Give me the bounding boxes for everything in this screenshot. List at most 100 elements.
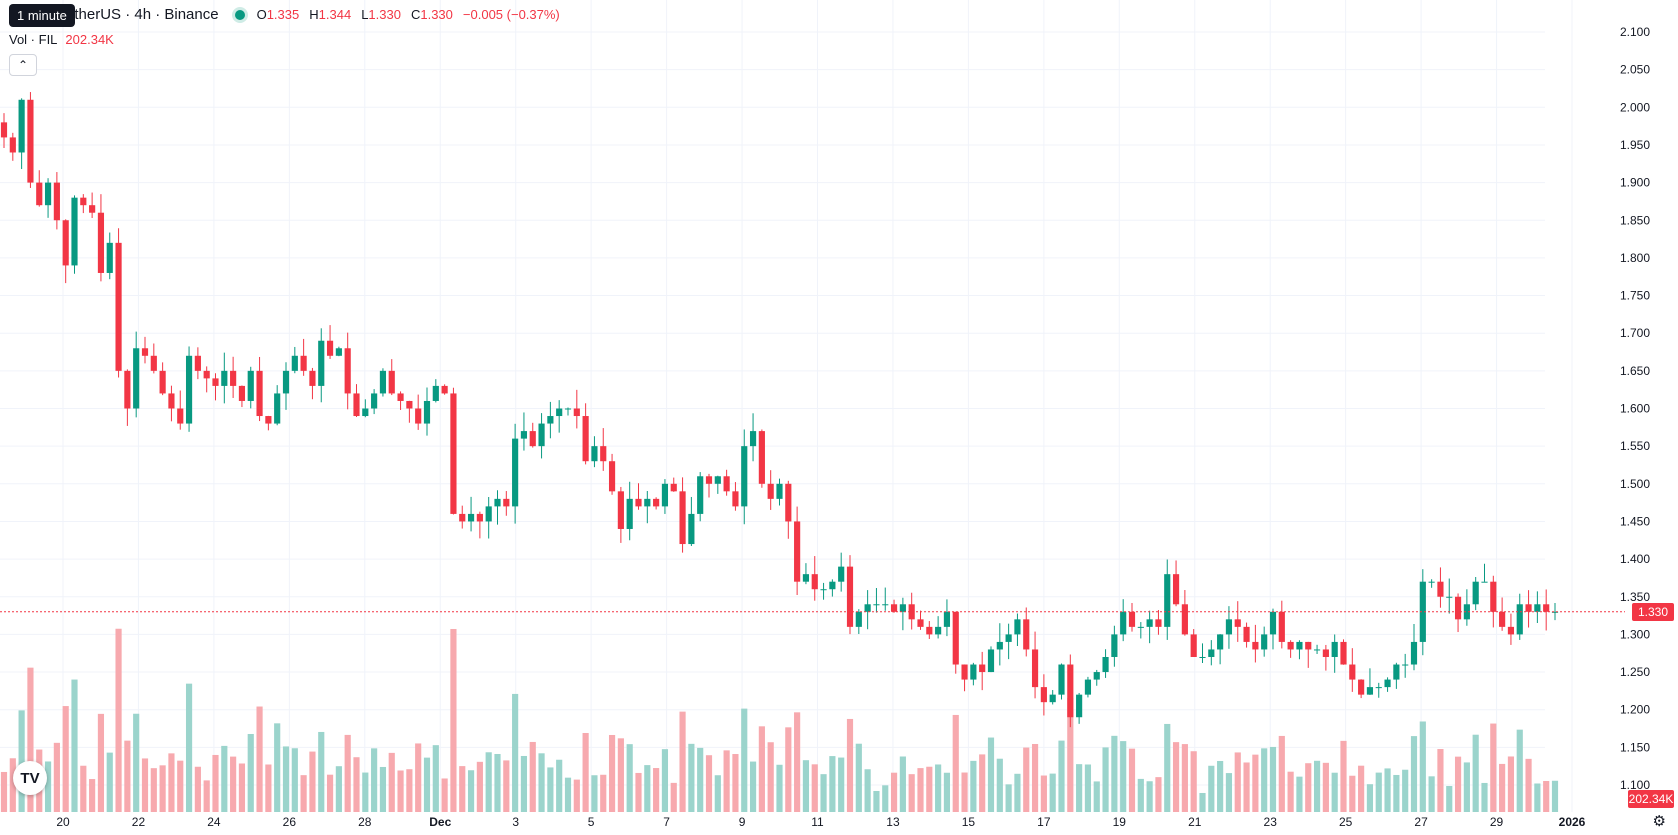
volume-bar xyxy=(1031,743,1039,812)
volume-bar xyxy=(291,748,298,812)
volume-bar xyxy=(1128,748,1136,812)
volume-bar xyxy=(644,765,651,812)
candle-body xyxy=(494,498,501,507)
volume-bar xyxy=(353,757,360,812)
candle-body xyxy=(1014,619,1021,635)
volume-bar xyxy=(115,628,122,812)
volume-bar xyxy=(1499,763,1506,812)
volume-label[interactable]: Vol · FIL xyxy=(9,32,58,47)
candle-body xyxy=(1067,664,1074,718)
volume-bar xyxy=(1252,754,1259,812)
volume-bar xyxy=(1199,792,1206,812)
volume-bar xyxy=(1481,782,1488,812)
volume-bar xyxy=(203,780,210,812)
candle-body xyxy=(1278,611,1285,642)
candle-body xyxy=(1137,626,1144,628)
candle-body xyxy=(1375,687,1382,689)
volume-bar xyxy=(653,768,660,812)
volume-bar xyxy=(1331,772,1338,812)
candle-body xyxy=(238,385,246,401)
volume-bar xyxy=(1454,756,1462,812)
volume-bar xyxy=(80,765,87,812)
volume-bar xyxy=(1014,773,1021,812)
volume-bar xyxy=(547,767,554,812)
candle-body xyxy=(1507,626,1515,635)
open-label: O xyxy=(256,7,267,22)
candle-body xyxy=(732,491,739,507)
volume-bar xyxy=(512,693,519,812)
volume-bar xyxy=(212,754,219,812)
candle-body xyxy=(899,604,906,612)
candle-body xyxy=(1481,581,1488,583)
candle-body xyxy=(1463,604,1470,620)
candle-body xyxy=(415,408,422,424)
chart-grid xyxy=(0,0,1573,812)
candle-body xyxy=(1164,574,1171,627)
candle-body xyxy=(300,355,307,371)
candle-body xyxy=(935,626,942,635)
candle-body xyxy=(1155,619,1162,627)
collapse-legend-button[interactable]: ⌃ xyxy=(9,54,37,76)
candle-body xyxy=(573,408,580,417)
candle-body xyxy=(705,476,713,484)
volume-bar xyxy=(679,711,686,812)
volume-bar xyxy=(1164,723,1171,812)
candle-body xyxy=(44,182,52,206)
volume-bar xyxy=(503,760,510,812)
time-tick: 11 xyxy=(811,815,824,829)
volume-bar xyxy=(917,768,924,812)
time-axis[interactable]: 20 22 24 26 28 Dec 3 5 7 9 11 13 15 17 19 21 23 25 27 29 202… xyxy=(56,815,1585,829)
volume-bar xyxy=(600,774,607,812)
candle-body xyxy=(1402,664,1409,666)
volume-bar xyxy=(265,764,272,812)
volume-bar xyxy=(309,751,316,812)
candle-body xyxy=(150,355,157,371)
volume-bar xyxy=(1243,762,1250,812)
candle-body xyxy=(1120,611,1127,635)
low-value: 1.330 xyxy=(368,7,401,22)
volume-bar xyxy=(732,754,739,812)
candle-body xyxy=(1551,611,1559,613)
volume-bar xyxy=(1366,784,1374,812)
volume-bar xyxy=(1146,781,1153,812)
symbol-title[interactable]: etherUS · 4h · Binance xyxy=(66,6,219,23)
price-axis[interactable]: 2.100 2.050 2.000 1.950 1.900 1.850 1.800 1.750… xyxy=(1620,25,1650,792)
volume-bar xyxy=(247,733,254,812)
candle-body xyxy=(1269,611,1277,635)
volume-bar xyxy=(1269,746,1277,812)
price-tick: 2.100 xyxy=(1620,25,1650,39)
volume-bar xyxy=(371,748,378,812)
candle-body xyxy=(529,431,536,447)
volume-bar xyxy=(591,775,598,812)
candle-body xyxy=(441,385,448,394)
price-tick: 1.200 xyxy=(1620,703,1650,717)
high-value: 1.344 xyxy=(318,7,352,22)
candle-body xyxy=(1031,649,1039,688)
candle-body xyxy=(952,611,959,665)
volume-bar xyxy=(908,774,915,812)
low-label: L xyxy=(361,7,369,22)
candle-body xyxy=(141,348,149,356)
volume-legend: Vol · FIL 202.34K xyxy=(9,32,114,47)
candle-body xyxy=(282,370,290,394)
tradingview-logo[interactable]: TV xyxy=(13,761,47,795)
gear-icon[interactable]: ⚙ xyxy=(1652,813,1666,830)
price-tick: 1.600 xyxy=(1620,402,1650,416)
candle-body xyxy=(53,182,60,221)
candle-body xyxy=(194,355,201,371)
price-tick: 1.250 xyxy=(1620,665,1650,679)
volume-bar xyxy=(1111,735,1118,812)
market-status-icon[interactable] xyxy=(234,9,245,20)
candle-body xyxy=(9,137,16,153)
volume-bar xyxy=(714,775,721,812)
volume-bar xyxy=(221,745,228,812)
candle-body xyxy=(1217,634,1224,650)
price-tick: 1.700 xyxy=(1620,326,1650,340)
price-tick: 2.050 xyxy=(1620,63,1650,77)
candle-body xyxy=(1543,604,1550,612)
price-tick: 1.650 xyxy=(1620,364,1650,378)
candle-body xyxy=(617,491,624,529)
volume-bar xyxy=(1349,775,1356,812)
candle-body xyxy=(626,498,633,529)
